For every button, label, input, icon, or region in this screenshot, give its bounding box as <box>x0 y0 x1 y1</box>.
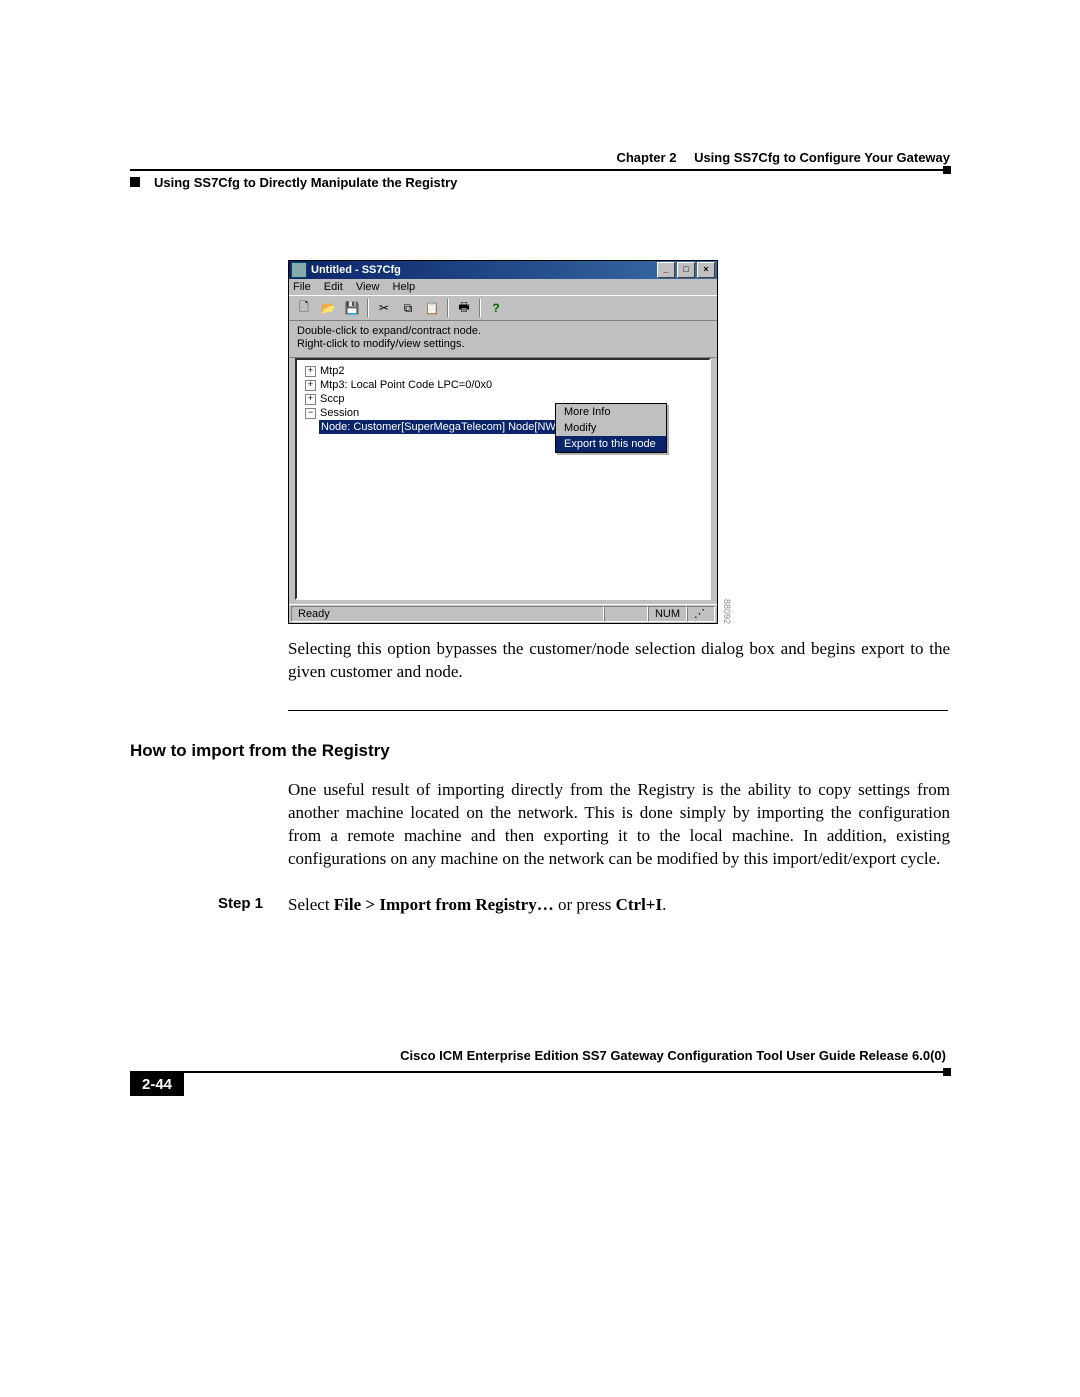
figure-id: 88092 <box>722 599 732 624</box>
context-menu: More Info Modify Export to this node <box>555 403 667 453</box>
maximize-button[interactable]: □ <box>677 262 695 278</box>
menu-view[interactable]: View <box>356 281 380 293</box>
step-1-label: Step 1 <box>218 895 288 915</box>
footer-doc-title: Cisco ICM Enterprise Edition SS7 Gateway… <box>130 1048 946 1063</box>
running-header: Chapter 2 Using SS7Cfg to Configure Your… <box>130 150 950 169</box>
close-button[interactable]: × <box>697 262 715 278</box>
ctx-modify[interactable]: Modify <box>556 420 666 436</box>
window-title: Untitled - SS7Cfg <box>311 264 401 276</box>
minimize-button[interactable]: _ <box>657 262 675 278</box>
resize-grip-icon[interactable]: ⋰ <box>687 606 715 622</box>
paragraph-import-intro: One useful result of importing directly … <box>288 779 950 871</box>
ctx-export[interactable]: Export to this node <box>556 436 666 452</box>
paste-icon[interactable]: 📋 <box>421 298 443 318</box>
open-icon[interactable]: 📂 <box>317 298 339 318</box>
window-titlebar[interactable]: Untitled - SS7Cfg _ □ × <box>289 261 717 279</box>
hint-line-1: Double-click to expand/contract node. <box>297 325 709 338</box>
save-icon[interactable]: 💾 <box>341 298 363 318</box>
app-icon <box>291 262 307 278</box>
step-1-row: Step 1 Select File > Import from Registr… <box>218 895 950 915</box>
paragraph-after-figure: Selecting this option bypasses the custo… <box>288 638 950 684</box>
help-icon[interactable]: ? <box>485 298 507 318</box>
print-icon[interactable]: 🖶 <box>453 298 475 318</box>
page-content: Chapter 2 Using SS7Cfg to Configure Your… <box>130 150 950 915</box>
status-blank <box>604 606 648 622</box>
statusbar: Ready NUM ⋰ <box>289 604 717 623</box>
heading-import: How to import from the Registry <box>130 741 950 761</box>
step-1-text: Select File > Import from Registry… or p… <box>288 895 666 915</box>
menu-edit[interactable]: Edit <box>324 281 343 293</box>
tree-node-mtp3[interactable]: +Mtp3: Local Point Code LPC=0/0x0 <box>301 378 705 392</box>
page-footer: Cisco ICM Enterprise Edition SS7 Gateway… <box>130 1048 950 1096</box>
section-title: Using SS7Cfg to Directly Manipulate the … <box>154 175 457 190</box>
hint-line-2: Right-click to modify/view settings. <box>297 338 709 351</box>
cut-icon[interactable]: ✂ <box>373 298 395 318</box>
page-number: 2-44 <box>130 1073 184 1096</box>
footer-rule <box>130 1071 950 1073</box>
toolbar: 🗋 📂 💾 ✂ ⧉ 📋 🖶 ? <box>289 295 717 321</box>
screenshot-figure: Untitled - SS7Cfg _ □ × File Edit View H… <box>288 260 718 624</box>
status-num: NUM <box>648 606 687 622</box>
ctx-more-info[interactable]: More Info <box>556 404 666 420</box>
status-ready: Ready <box>291 606 604 622</box>
new-icon[interactable]: 🗋 <box>293 298 315 318</box>
chapter-title: Using SS7Cfg to Configure Your Gateway <box>694 150 950 165</box>
header-rule <box>130 169 950 171</box>
section-header: Using SS7Cfg to Directly Manipulate the … <box>130 173 950 190</box>
tree-view[interactable]: +Mtp2 +Mtp3: Local Point Code LPC=0/0x0 … <box>295 358 711 600</box>
menu-help[interactable]: Help <box>393 281 416 293</box>
tree-node-mtp2[interactable]: +Mtp2 <box>301 364 705 378</box>
app-window: Untitled - SS7Cfg _ □ × File Edit View H… <box>288 260 718 624</box>
chapter-number: Chapter 2 <box>616 150 676 165</box>
hint-panel: Double-click to expand/contract node. Ri… <box>289 321 717 358</box>
menubar: File Edit View Help <box>289 279 717 295</box>
menu-file[interactable]: File <box>293 281 311 293</box>
copy-icon[interactable]: ⧉ <box>397 298 419 318</box>
separator-rule <box>288 710 948 711</box>
